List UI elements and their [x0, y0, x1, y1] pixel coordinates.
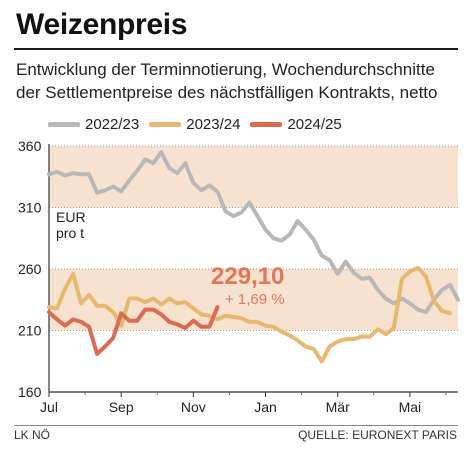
- title-divider: [14, 48, 458, 50]
- callout-value: 229,10: [211, 263, 284, 290]
- chart-title: Weizenpreis: [16, 8, 188, 41]
- legend-item-2024-25: 2024/25: [250, 116, 342, 133]
- y-tick-label-260: 260: [18, 261, 42, 277]
- legend-label-2023-24: 2023/24: [186, 116, 241, 133]
- y-tick-label-160: 160: [18, 384, 42, 400]
- legend: 2022/23 2023/24 2024/25: [48, 116, 342, 133]
- unit-label-line-1: pro t: [56, 225, 84, 241]
- callout-change: + 1,69 %: [225, 291, 285, 308]
- y-tick-label-360: 360: [18, 138, 42, 154]
- x-tick-label-2: Nov: [181, 399, 206, 415]
- y-tick-label-310: 310: [18, 200, 42, 216]
- unit-label-line-0: EUR: [56, 209, 86, 225]
- band-0: [49, 146, 458, 208]
- legend-label-2022-23: 2022/23: [85, 116, 140, 133]
- legend-item-2023-24: 2023/24: [149, 116, 240, 133]
- legend-swatch-2023-24: [149, 122, 182, 127]
- footer-divider: [14, 425, 458, 426]
- x-tick-label-3: Jan: [254, 399, 277, 415]
- legend-label-2024-25: 2024/25: [287, 116, 342, 133]
- x-tick-label-1: Sep: [109, 399, 134, 415]
- x-tick-label-5: Mai: [399, 399, 422, 415]
- x-tick-label-0: Jul: [40, 399, 58, 415]
- series-line-2022-23: [47, 150, 460, 315]
- legend-item-2022-23: 2022/23: [48, 116, 139, 133]
- x-tick-label-4: Mär: [326, 399, 350, 415]
- y-tick-label-210: 210: [18, 323, 42, 339]
- chart-subtitle: Entwicklung der Terminnotierung, Wochend…: [16, 60, 438, 102]
- series-line-2024-25: [47, 305, 220, 356]
- legend-swatch-2024-25: [250, 122, 283, 127]
- footer-credit: LK NÖ: [14, 428, 51, 442]
- series-line-2023-24: [47, 265, 452, 364]
- footer-source: QUELLE: EURONEXT PARIS: [298, 428, 457, 442]
- legend-swatch-2022-23: [48, 122, 80, 127]
